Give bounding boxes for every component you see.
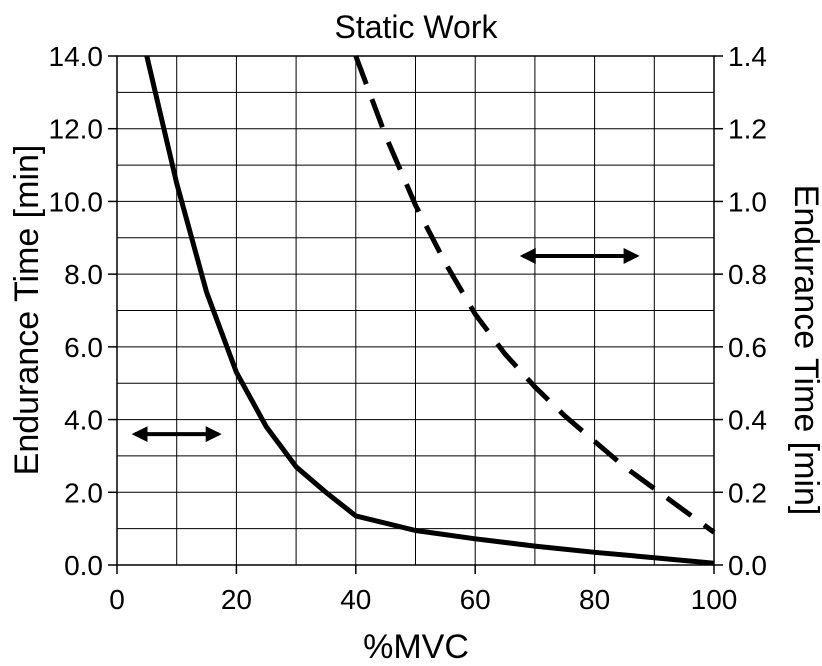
y-right-tick-label: 0.8 [728, 259, 767, 290]
x-axis-label: %MVC [363, 628, 469, 666]
x-tick-label: 80 [579, 584, 610, 615]
y-right-tick-label: 1.0 [728, 186, 767, 217]
grid [117, 56, 714, 565]
plot-frame [116, 55, 715, 566]
y-right-tick-label: 0.2 [728, 477, 767, 508]
y-left-axis-label: Endurance Time [min] [8, 145, 46, 476]
chart-title: Static Work [335, 9, 499, 45]
x-tick-label: 100 [691, 584, 738, 615]
x-tick-label: 20 [221, 584, 252, 615]
y-left-tick-label: 10.0 [49, 186, 104, 217]
dashed-series-line [353, 55, 716, 535]
y-right-axis-ticks: 0.0 0.2 0.4 0.6 0.8 1.0 1.2 1.4 [714, 41, 767, 581]
y-left-tick-label: 0.0 [64, 550, 103, 581]
x-tick-label: 40 [340, 584, 371, 615]
series-layer [144, 55, 716, 566]
x-tick-label: 0 [109, 584, 125, 615]
indicator-layer [131, 247, 640, 443]
solid-series-line [144, 55, 715, 566]
y-left-tick-label: 2.0 [64, 477, 103, 508]
y-left-axis-ticks: 0.0 2.0 4.0 6.0 8.0 10.0 12.0 14.0 [49, 41, 117, 581]
x-tick-label: 60 [460, 584, 491, 615]
y-left-tick-label: 4.0 [64, 405, 103, 436]
y-right-tick-label: 0.6 [728, 332, 767, 363]
y-left-tick-label: 14.0 [49, 41, 104, 72]
y-right-tick-label: 1.2 [728, 114, 767, 145]
y-right-tick-label: 0.0 [728, 550, 767, 581]
y-right-tick-label: 0.4 [728, 405, 767, 436]
y-left-tick-label: 8.0 [64, 259, 103, 290]
x-axis-ticks: 0 20 40 60 80 100 [109, 565, 737, 615]
y-left-tick-label: 12.0 [49, 114, 104, 145]
y-left-tick-label: 6.0 [64, 332, 103, 363]
y-right-tick-label: 1.4 [728, 41, 767, 72]
y-right-axis-label: Endurance Time [min] [787, 185, 822, 516]
